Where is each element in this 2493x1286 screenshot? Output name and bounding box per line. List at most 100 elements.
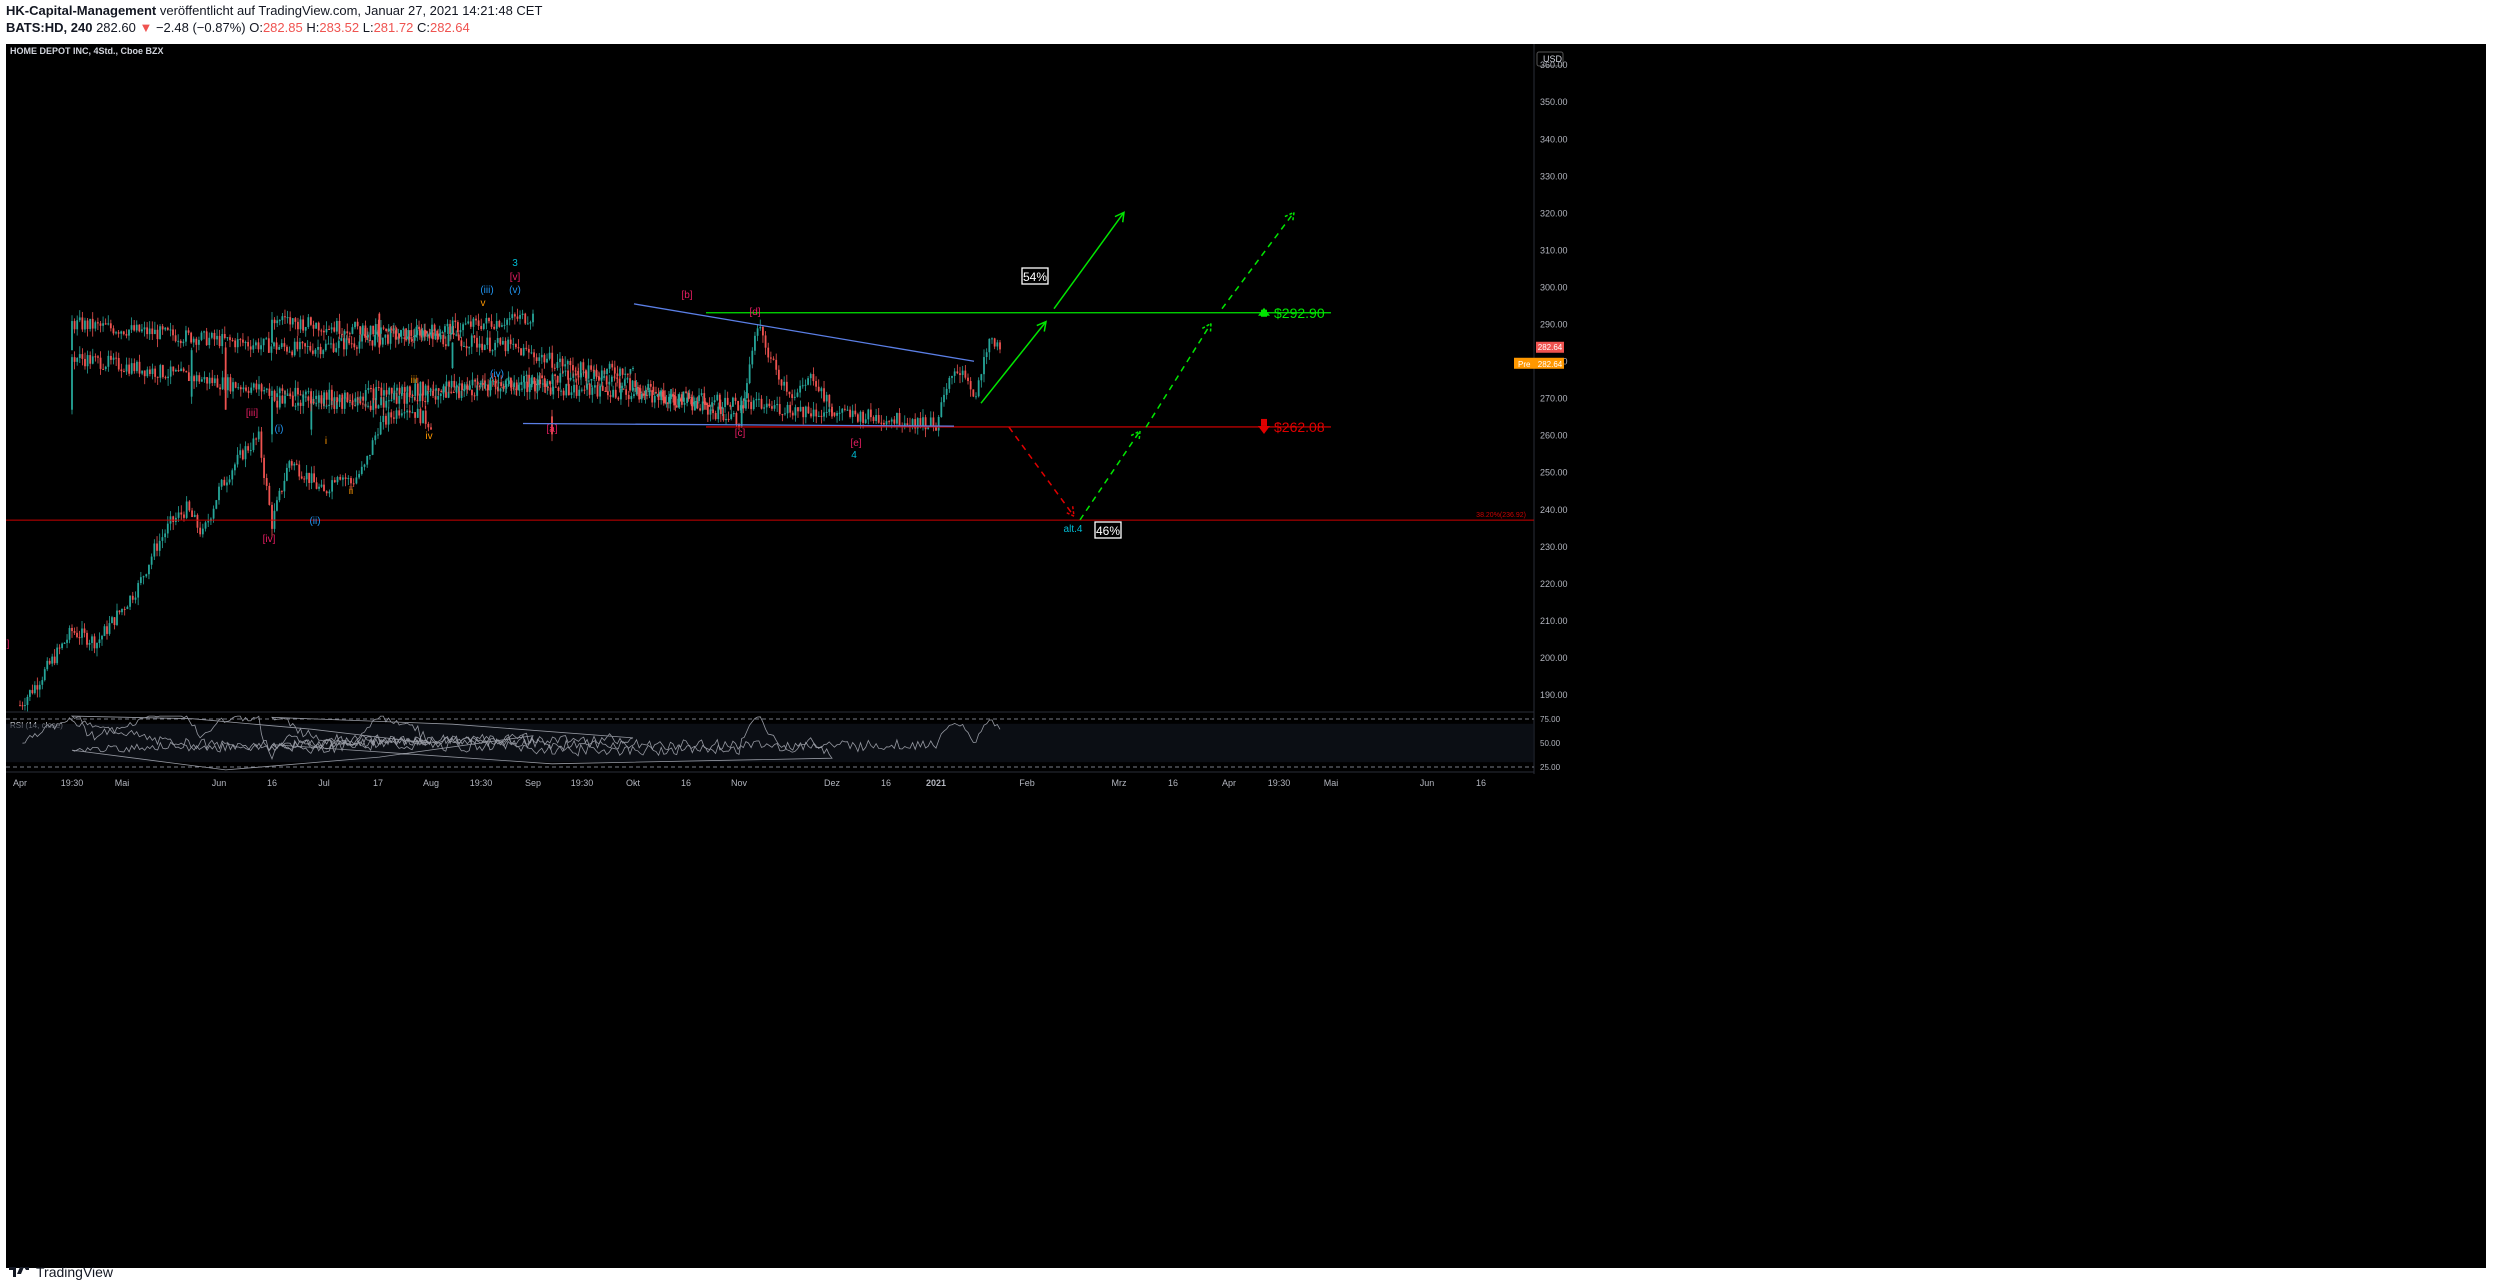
candle-body xyxy=(452,392,455,394)
candle-body xyxy=(564,370,567,372)
candle-body xyxy=(372,325,375,335)
candle-body xyxy=(345,338,348,350)
candle-body xyxy=(346,392,349,401)
candle-body xyxy=(793,396,796,398)
candle-body xyxy=(502,340,504,345)
candle-body xyxy=(305,472,308,480)
candle-body xyxy=(932,417,935,426)
candle-body xyxy=(508,380,510,385)
candle-body xyxy=(605,376,608,385)
candle-body xyxy=(507,377,510,381)
candle-body xyxy=(257,431,260,440)
candle-body xyxy=(268,388,271,396)
candle-body xyxy=(809,374,812,379)
candle-body xyxy=(591,387,594,395)
candle-body xyxy=(315,482,318,489)
candle-body xyxy=(250,387,253,393)
candle-body xyxy=(390,399,393,401)
candle-body xyxy=(483,344,486,350)
candle-body xyxy=(688,397,691,399)
candle-body xyxy=(559,358,561,363)
candle-body xyxy=(466,384,469,390)
candle-body xyxy=(580,389,583,391)
candle-body xyxy=(94,322,97,329)
candle-body xyxy=(205,331,208,346)
candle-body xyxy=(307,391,310,393)
high-label: H: xyxy=(306,20,320,35)
candle-body xyxy=(351,327,354,334)
candle-body xyxy=(606,368,608,374)
candle-body xyxy=(46,660,49,670)
candle-body xyxy=(472,318,475,327)
candle-body xyxy=(579,362,582,376)
candle-body xyxy=(455,385,458,388)
candle-body xyxy=(830,409,833,413)
candle-body xyxy=(804,406,807,418)
candle-body xyxy=(611,363,614,368)
chart-svg[interactable]: HOME DEPOT INC, 4Std., Cboe BZX USD 190.00… xyxy=(6,44,2486,1268)
candle-body xyxy=(546,358,548,363)
candle-body xyxy=(239,339,242,341)
candle-body xyxy=(771,406,773,409)
candle-body xyxy=(653,396,656,403)
candle-body xyxy=(190,376,193,382)
candle-body xyxy=(216,378,219,388)
candle-body xyxy=(317,346,319,350)
candle-body xyxy=(506,319,509,325)
candle-body xyxy=(73,357,76,362)
candle-body xyxy=(348,333,351,335)
candle-body xyxy=(433,324,436,331)
candle-body xyxy=(362,396,365,401)
author-name[interactable]: HK-Capital-Management xyxy=(6,3,157,18)
candle-body xyxy=(378,313,381,348)
candle-body xyxy=(528,383,531,393)
candle-body xyxy=(328,389,331,400)
candle-body xyxy=(969,381,972,390)
candle-body xyxy=(972,389,975,397)
candle-body xyxy=(643,394,646,396)
candle-body xyxy=(471,379,474,386)
target-price-label: $292.90 xyxy=(1274,305,1325,321)
candle-body xyxy=(385,328,388,331)
candle-body xyxy=(444,326,446,333)
candle-body xyxy=(880,422,883,424)
candle-body xyxy=(644,389,647,396)
candle-body xyxy=(493,326,496,329)
candle-body xyxy=(709,409,712,415)
footer-brand[interactable]: TradingView xyxy=(36,1264,114,1280)
wave-label: [c] xyxy=(735,428,746,439)
y-tick-label: 360.00 xyxy=(1540,60,1568,70)
y-tick-label: 270.00 xyxy=(1540,394,1568,404)
chart-area[interactable]: HOME DEPOT INC, 4Std., Cboe BZX USD 190.00… xyxy=(6,44,2486,1268)
candle-body xyxy=(299,319,302,330)
candle-body xyxy=(273,396,276,401)
candle-body xyxy=(681,394,683,405)
candle-body xyxy=(424,400,427,403)
candle-body xyxy=(911,419,914,426)
candle-body xyxy=(607,391,609,396)
candle-body xyxy=(313,473,315,483)
candle-body xyxy=(68,627,71,640)
candle-body xyxy=(252,345,255,350)
candle-body xyxy=(788,391,791,395)
candle-body xyxy=(491,380,494,382)
candle-body xyxy=(660,390,663,401)
candle-body xyxy=(414,383,417,396)
candle-body xyxy=(627,394,630,400)
candle-body xyxy=(470,335,473,347)
candle-body xyxy=(841,408,844,413)
candle-body xyxy=(320,395,323,404)
candle-body xyxy=(810,413,812,417)
candle-body xyxy=(145,574,148,577)
candle-body xyxy=(743,398,746,401)
candle-body xyxy=(480,325,483,330)
candle-body xyxy=(703,393,706,404)
candle-body xyxy=(330,327,333,330)
candle-body xyxy=(284,316,286,318)
candle-body xyxy=(951,375,953,378)
candle-body xyxy=(983,357,985,375)
candle-body xyxy=(278,346,281,350)
candle-body xyxy=(374,324,377,335)
y-tick-label: 230.00 xyxy=(1540,542,1568,552)
candle-body xyxy=(201,528,204,535)
